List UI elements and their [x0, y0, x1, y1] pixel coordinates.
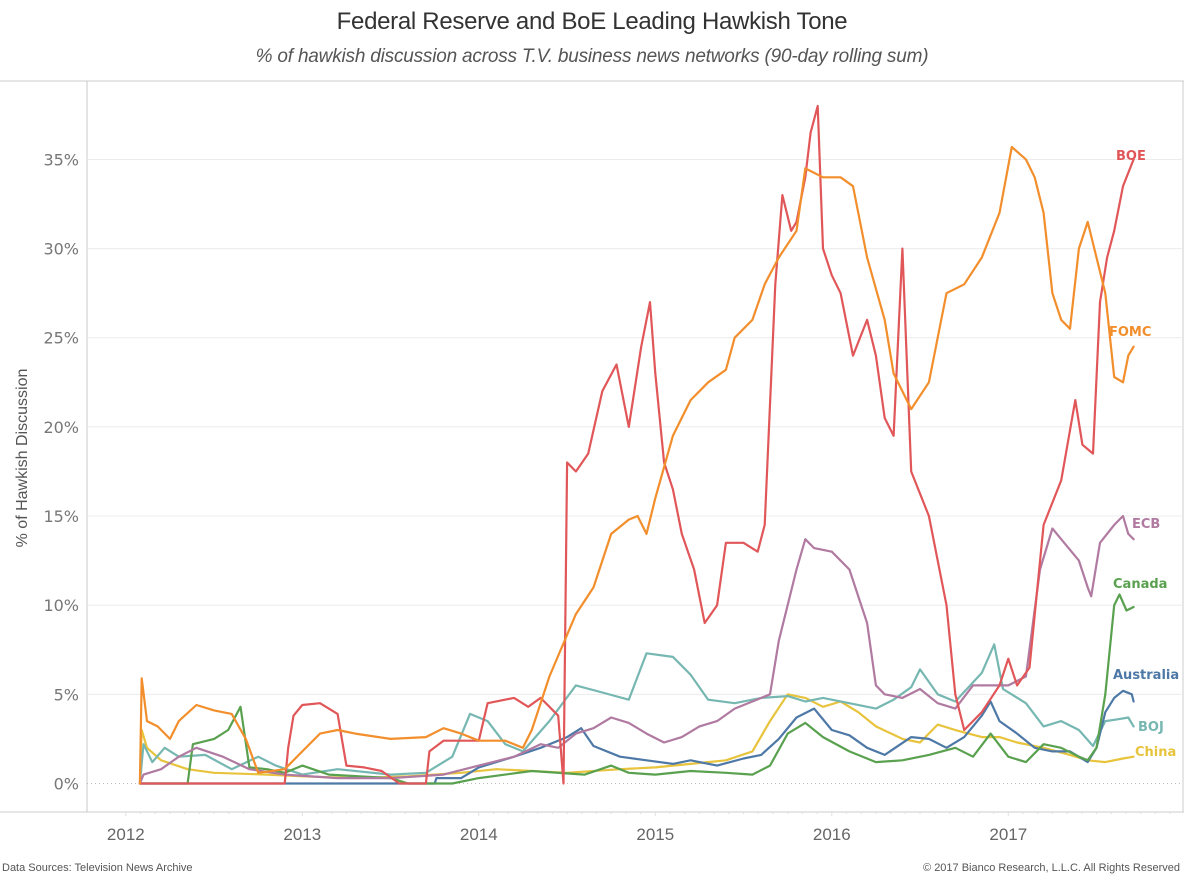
y-tick-label: 25%: [43, 329, 79, 348]
series-label-canada: Canada: [1113, 577, 1167, 592]
y-axis: 0% 5% 10% 15% 20% 25% 30% 35%: [43, 150, 79, 793]
series-line-canada: [138, 593, 1135, 785]
x-tick-label: 2012: [107, 825, 145, 844]
series-label-australia: Australia: [1113, 668, 1179, 683]
y-axis-title: % of Hawkish Discussion: [14, 369, 31, 548]
series-labels: China BOJ Australia Canada ECB BOE FOMC: [1109, 149, 1179, 760]
series-line-boj: [138, 643, 1135, 785]
series-label-boj: BOJ: [1138, 720, 1164, 735]
y-tick-label: 20%: [43, 418, 79, 437]
chart-title: Federal Reserve and BoE Leading Hawkish …: [336, 8, 848, 35]
x-tick-label: 2017: [989, 825, 1027, 844]
chart-subtitle: % of hawkish discussion across T.V. busi…: [255, 46, 929, 67]
series-line-boe: [138, 104, 1135, 785]
chart-frame: [0, 80, 1184, 813]
series-line-china: [138, 693, 1135, 785]
x-tick-label: 2014: [460, 825, 498, 844]
copyright-note: © 2017 Bianco Research, L.L.C. All Right…: [923, 862, 1180, 874]
x-tick-label: 2016: [813, 825, 851, 844]
y-tick-label: 15%: [43, 507, 79, 526]
gridlines: [87, 158, 1183, 784]
series-line-fomc: [138, 145, 1135, 785]
y-tick-label: 5%: [54, 685, 79, 704]
series-group: [138, 104, 1135, 785]
data-source-note: Data Sources: Television News Archive: [2, 862, 193, 874]
y-tick-label: 0%: [54, 774, 79, 793]
x-tick-label: 2013: [283, 825, 321, 844]
x-tick-label: 2015: [636, 825, 674, 844]
y-tick-label: 35%: [43, 150, 79, 169]
series-label-boe: BOE: [1116, 149, 1146, 164]
y-tick-label: 10%: [43, 596, 79, 615]
series-label-fomc: FOMC: [1109, 325, 1151, 340]
series-label-ecb: ECB: [1132, 517, 1160, 532]
y-tick-label: 30%: [43, 240, 79, 259]
x-axis: 2012 2013 2014 2015 2016 2017: [107, 812, 1171, 844]
series-label-china: China: [1135, 745, 1176, 760]
